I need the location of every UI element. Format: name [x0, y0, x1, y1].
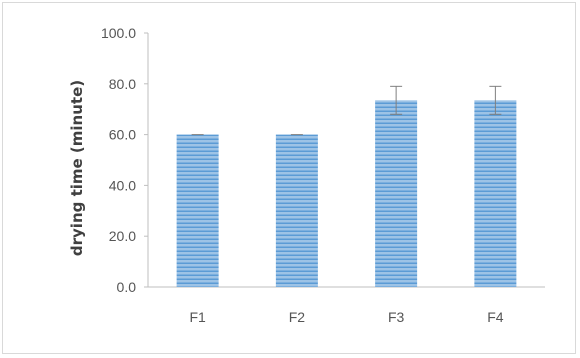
- bar-f3: [375, 100, 418, 287]
- y-axis-title: drying time (minute): [68, 80, 86, 256]
- x-category-label: F2: [289, 309, 306, 325]
- y-tick-label: 20.0: [109, 228, 136, 244]
- y-tick-label: 100.0: [101, 25, 136, 41]
- y-tick-label: 40.0: [109, 177, 136, 193]
- x-category-label: F4: [487, 309, 504, 325]
- y-tick-label: 0.0: [117, 279, 137, 295]
- x-category-label: F3: [388, 309, 405, 325]
- bar-f1: [176, 134, 219, 287]
- bar-f2: [275, 134, 318, 287]
- y-tick-label: 80.0: [109, 76, 136, 92]
- y-tick-label: 60.0: [109, 127, 136, 143]
- x-category-label: F1: [189, 309, 206, 325]
- bar-f4: [474, 100, 517, 287]
